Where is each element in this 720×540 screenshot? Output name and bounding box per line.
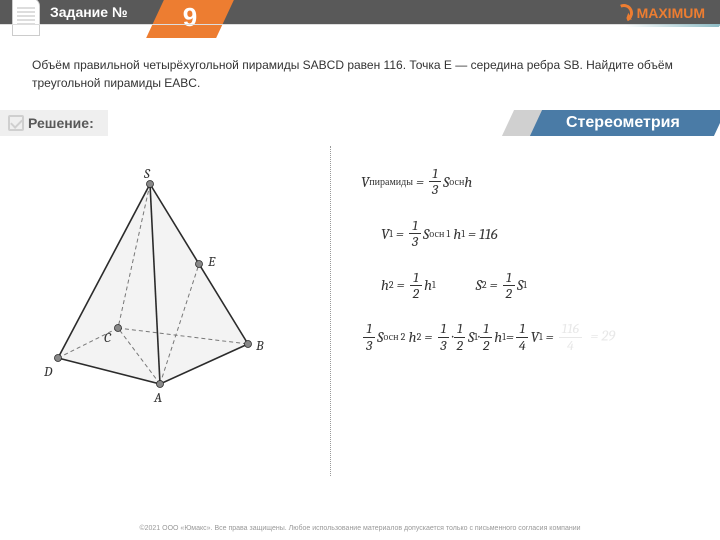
- ribbon-blue: Стереометрия: [530, 110, 720, 136]
- svg-text:A: A: [153, 389, 162, 406]
- formula-general: Vпирамиды= 13 Sосн h: [361, 166, 700, 198]
- svg-text:D: D: [43, 363, 53, 380]
- header: Задание № 9 MAXIMUM: [0, 0, 720, 38]
- svg-text:C: C: [104, 329, 112, 346]
- footer-copyright: ©2021 ООО «Юмакс». Все права защищены. Л…: [0, 525, 720, 532]
- formula-v1: V1= 13 Sосн 1 h1= 116: [381, 218, 700, 250]
- diagram-panel: S A B C D E: [0, 146, 330, 456]
- solution-badge: Решение:: [0, 110, 108, 136]
- brand-name: MAXIMUM: [637, 5, 705, 21]
- content-area: S A B C D E Vпирамиды= 13 Sосн h V1= 13 Sосн …: [0, 146, 720, 476]
- formulas-panel: Vпирамиды= 13 Sосн h V1= 13 Sосн 1 h1= 1…: [331, 146, 720, 476]
- header-bar: Задание №: [0, 0, 720, 24]
- header-underline: [0, 24, 720, 25]
- formula-halves: h2= 12 h1 S2= 12 S1: [381, 270, 700, 302]
- mid-row: Решение: Стереометрия: [0, 110, 720, 136]
- solution-label: Решение:: [28, 115, 94, 131]
- topic-label: Стереометрия: [566, 114, 680, 132]
- problem-statement: Объём правильной четырёхугольной пирамид…: [0, 38, 720, 102]
- header-accent: [624, 24, 720, 27]
- svg-text:B: B: [255, 337, 264, 354]
- svg-text:S: S: [143, 166, 151, 182]
- pyramid-diagram: S A B C D E: [40, 166, 290, 416]
- brand-logo: MAXIMUM: [615, 4, 705, 22]
- topic-ribbon: Стереометрия: [508, 110, 720, 136]
- check-icon: [8, 115, 24, 131]
- document-icon: [12, 0, 40, 36]
- task-number: 9: [175, 2, 205, 33]
- svg-text:E: E: [207, 253, 216, 270]
- task-label: Задание №: [50, 4, 128, 20]
- formula-chain: 13 Sосн 2 h2= 13 · 12 S1 · 12 h1= 14 V1 …: [361, 321, 700, 353]
- logo-swoosh-icon: [612, 1, 635, 24]
